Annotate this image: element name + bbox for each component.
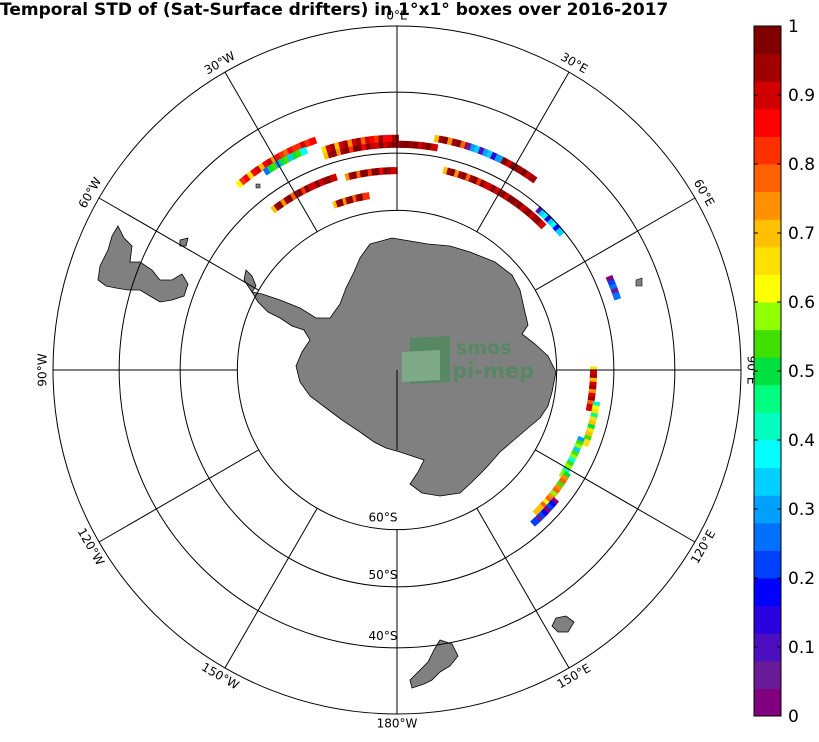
- south-america-tip: [97, 225, 189, 303]
- latitude-label: 60°S: [369, 511, 398, 525]
- colorbar-segment: [754, 467, 781, 496]
- colorbar-segment: [754, 357, 781, 386]
- colorbar-segment: [754, 633, 781, 662]
- colorbar-tick-label: 0.7: [788, 224, 815, 244]
- colorbar-segment: [754, 384, 781, 413]
- colorbar-tick-label: 1: [788, 17, 799, 37]
- colorbar-segment: [754, 26, 781, 55]
- meridian-line: [98, 449, 259, 543]
- smos-pi-mep-logo: smos pi-mep: [402, 336, 534, 384]
- data-cell: [527, 173, 538, 184]
- colorbar-segment: [754, 440, 781, 469]
- colorbar-segment: [754, 81, 781, 110]
- colorbar-segment: [754, 246, 781, 275]
- meridian-line: [98, 197, 259, 291]
- longitude-label: 90°W: [36, 353, 50, 386]
- colorbar-tick-label: 0.9: [788, 86, 815, 106]
- colorbar-segment: [754, 660, 781, 689]
- colorbar-segment: [754, 412, 781, 441]
- logo-line1: smos: [456, 337, 511, 359]
- colorbar-segment: [754, 302, 781, 331]
- colorbar-tick-label: 0: [788, 707, 799, 727]
- meridian-line: [224, 71, 318, 232]
- colorbar-segment: [754, 329, 781, 358]
- logo-mark: [402, 350, 440, 382]
- colorbar-segment: [754, 688, 781, 717]
- colorbar-tick-label: 0.4: [788, 431, 815, 451]
- sub-antarctic-island: [635, 277, 643, 287]
- colorbar-segment: [754, 136, 781, 165]
- colorbar-segment: [754, 522, 781, 551]
- colorbar-segment: [754, 274, 781, 303]
- colorbar-segment: [754, 164, 781, 193]
- data-cells-layer: [235, 134, 622, 527]
- colorbar-tick-label: 0.3: [788, 500, 815, 520]
- sub-antarctic-island: [255, 183, 261, 189]
- tasmania: [551, 615, 575, 633]
- colorbar-segment: [754, 550, 781, 579]
- colorbar-tick-label: 0.1: [788, 638, 815, 658]
- meridian-line: [476, 508, 570, 669]
- data-cell: [494, 153, 504, 164]
- colorbar-segment: [754, 495, 781, 524]
- data-cell: [530, 516, 541, 527]
- data-cell: [555, 226, 566, 237]
- data-cell: [536, 219, 547, 230]
- colorbar-segment: [754, 191, 781, 220]
- data-cell: [430, 143, 439, 152]
- data-cell: [612, 291, 622, 301]
- colorbar-segment: [754, 53, 781, 82]
- data-cell: [308, 136, 318, 146]
- map-title: Temporal STD of (Sat-Surface drifters) i…: [0, 0, 669, 20]
- colorbar-segment: [754, 108, 781, 137]
- colorbar-segment: [754, 219, 781, 248]
- meridian-line: [535, 449, 696, 543]
- longitude-label: 0°E: [386, 9, 407, 23]
- polar-stereographic-map: smos pi-mep 0°E30°E60°E90°E120°E150°E180…: [36, 9, 759, 731]
- latitude-labels: 60°S 50°S 40°S: [369, 511, 398, 643]
- data-cell: [361, 192, 371, 201]
- data-cell: [390, 167, 398, 175]
- colorbar-segment: [754, 605, 781, 634]
- longitude-label: 180°W: [377, 717, 418, 731]
- meridian-line: [224, 508, 318, 669]
- new-zealand: [409, 639, 459, 689]
- falkland-islands: [179, 237, 189, 247]
- graticule: [52, 25, 742, 715]
- colorbar-tick-label: 0.6: [788, 293, 815, 313]
- meridian-line: [535, 197, 696, 291]
- colorbar-tick-label: 0.5: [788, 362, 815, 382]
- colorbar-segment: [754, 578, 781, 607]
- logo-line2: pi-mep: [452, 359, 534, 383]
- data-cell: [299, 146, 309, 156]
- latitude-label: 40°S: [369, 629, 398, 643]
- latitude-label: 50°S: [369, 568, 398, 582]
- colorbar-tick-label: 0.8: [788, 155, 815, 175]
- colorbar-tick-label: 0.2: [788, 569, 815, 589]
- meridian-line: [476, 71, 570, 232]
- data-cell: [329, 173, 338, 183]
